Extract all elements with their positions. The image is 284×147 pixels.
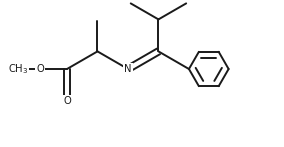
Text: O: O (36, 64, 44, 74)
Text: O: O (63, 96, 71, 106)
Text: N: N (124, 64, 132, 74)
Text: CH$_3$: CH$_3$ (8, 62, 28, 76)
